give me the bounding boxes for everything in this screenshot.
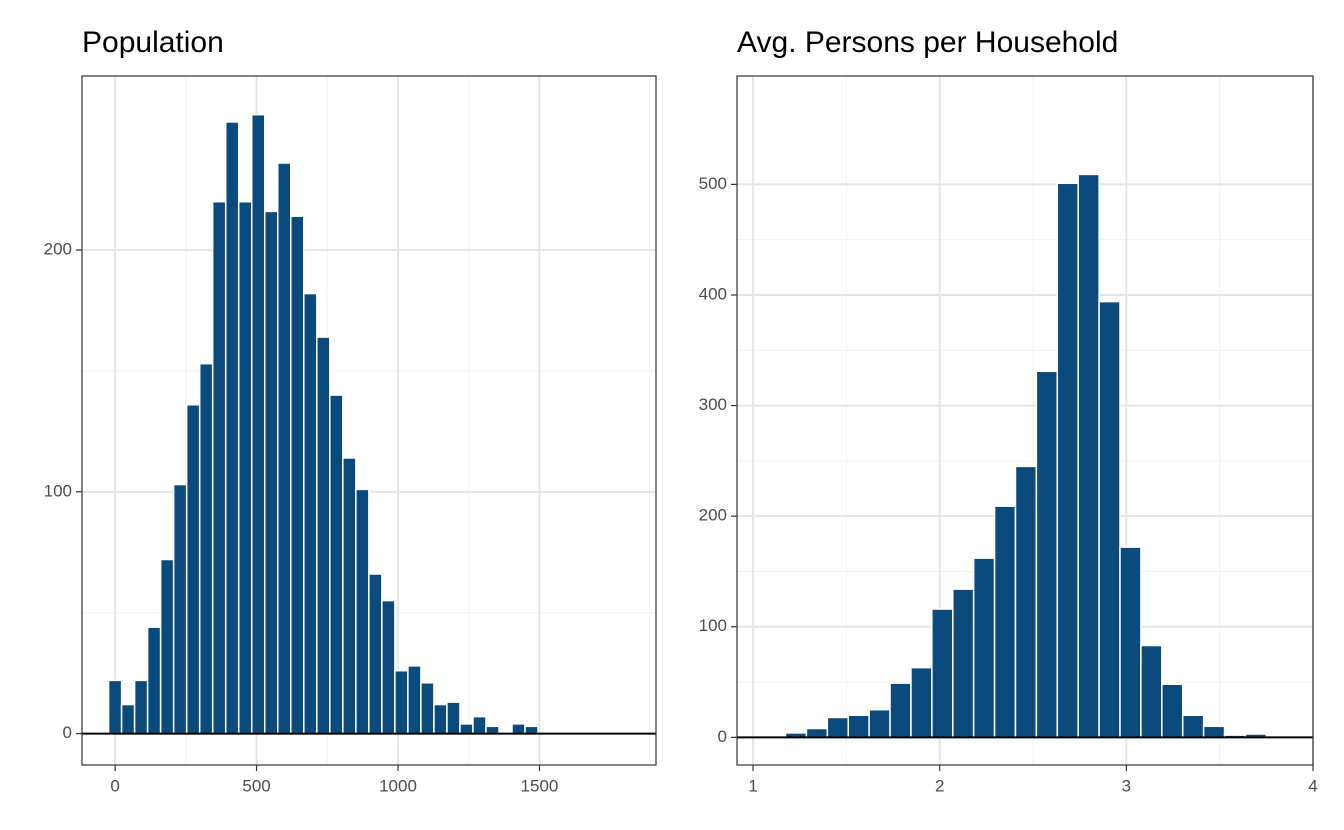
x-tick-label: 0 [110,776,119,795]
bar [211,200,227,735]
bar [433,703,448,735]
bar [868,708,891,739]
bar [511,723,526,735]
bar [910,666,933,739]
bar [446,701,461,735]
bar [290,215,305,735]
bar [172,483,188,735]
bar [1014,465,1038,739]
y-tick-label: 100 [44,481,72,500]
bar [1077,173,1100,739]
bar [1119,546,1142,739]
bar [107,679,123,735]
y-tick-label: 400 [699,284,727,303]
x-tick-label: 2 [935,776,944,795]
bar [342,457,357,735]
bar [407,665,422,735]
bar [277,162,292,735]
bar [1140,644,1163,739]
chart-title: Population [82,26,224,59]
bar [224,121,240,735]
bar [889,682,912,739]
bar [472,715,487,735]
bar [826,716,849,739]
bar [847,714,870,739]
x-tick-label: 3 [1122,776,1131,795]
bar [1161,683,1184,739]
bar [355,488,370,735]
bar [1202,725,1226,739]
bar [381,599,396,735]
panel-border [736,75,1314,766]
chart-title: Avg. Persons per Household [737,26,1118,59]
panel-border [81,75,657,766]
bar [185,404,201,735]
bar [120,703,136,735]
bar [931,608,954,739]
y-tick-label: 500 [699,174,727,193]
bar [159,558,175,735]
bar [459,723,474,735]
bar [972,557,996,739]
bar [1056,182,1079,739]
bar [485,725,500,735]
y-tick-label: 0 [718,727,727,746]
x-tick-label: 1 [748,776,757,795]
bar [368,573,383,735]
bar [264,210,279,735]
bar [316,336,331,735]
bar [133,679,149,735]
bar [420,682,435,735]
x-tick-label: 4 [1308,776,1317,795]
y-tick-label: 0 [63,723,72,742]
x-tick-label: 1500 [521,776,559,795]
bar [146,626,162,735]
bar [524,725,539,735]
bar [198,362,214,735]
bar [394,669,409,735]
x-tick-label: 1000 [379,776,417,795]
bar [1035,370,1059,739]
y-tick-label: 300 [699,395,727,414]
bar [237,200,253,735]
y-tick-label: 200 [44,240,72,259]
bar [1098,300,1121,739]
bar [329,394,344,735]
y-tick-label: 200 [699,506,727,525]
bar [250,113,266,735]
bar [303,292,318,735]
bar [1181,714,1205,739]
bar [952,588,975,739]
bar [805,727,829,739]
y-tick-label: 100 [699,616,727,635]
bar [993,505,1017,739]
x-tick-label: 500 [242,776,270,795]
